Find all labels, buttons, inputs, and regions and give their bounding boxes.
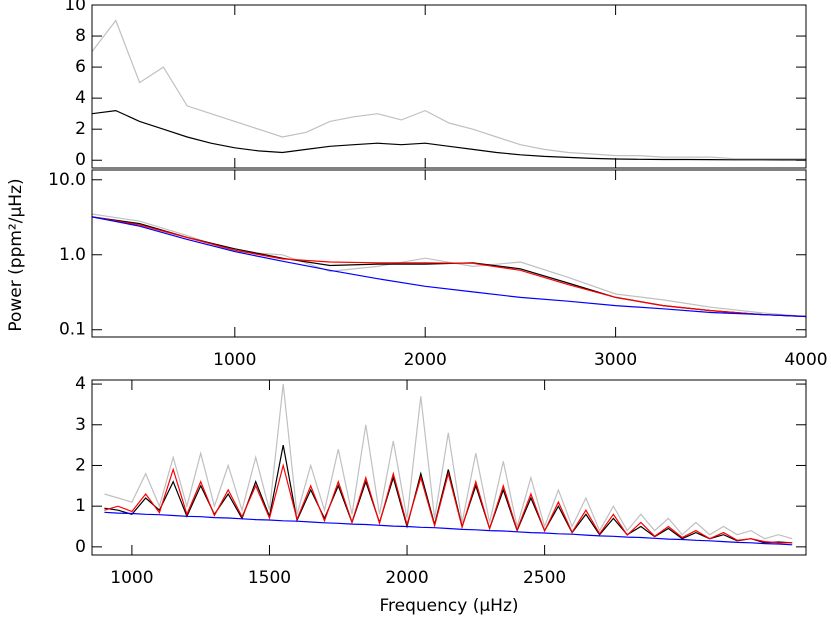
y-tick-label: 0.1 (59, 320, 86, 340)
y-tick-label: 1 (75, 496, 86, 516)
y-tick-label: 2 (75, 119, 86, 139)
plot-frame (91, 379, 807, 556)
x-tick-label: 1000 (110, 568, 153, 588)
x-tick-label: 1500 (248, 568, 291, 588)
x-tick-label: 2500 (523, 568, 566, 588)
data-line (104, 463, 793, 544)
y-tick-label: 3 (75, 415, 86, 435)
y-tick-label: 10.0 (48, 170, 86, 190)
x-axis-label: Frequency (μHz) (379, 596, 518, 616)
y-tick-label: 1.0 (59, 245, 86, 265)
y-tick-label: 0 (75, 150, 86, 170)
data-line (92, 213, 806, 318)
x-tick-label: 3000 (594, 350, 637, 370)
plot-frame (91, 4, 807, 169)
y-tick-label: 8 (75, 26, 86, 46)
y-tick-label: 0 (75, 537, 86, 557)
plot-frame (91, 169, 807, 338)
data-line (104, 384, 793, 540)
data-line (92, 216, 806, 318)
x-tick-label: 2000 (385, 568, 428, 588)
y-tick-label: 10 (64, 0, 86, 15)
data-line (92, 216, 806, 318)
y-tick-label: 4 (75, 374, 86, 394)
x-tick-label: 4000 (784, 350, 827, 370)
x-tick-label: 1000 (213, 350, 256, 370)
x-tick-label: 2000 (404, 350, 447, 370)
y-tick-label: 4 (75, 88, 86, 108)
data-line (92, 216, 806, 318)
data-line (92, 19, 806, 160)
data-line (104, 511, 793, 546)
data-line (92, 109, 806, 161)
y-tick-label: 2 (75, 455, 86, 475)
y-axis-label: Power (ppm²/μHz) (6, 178, 26, 331)
y-tick-label: 6 (75, 57, 86, 77)
